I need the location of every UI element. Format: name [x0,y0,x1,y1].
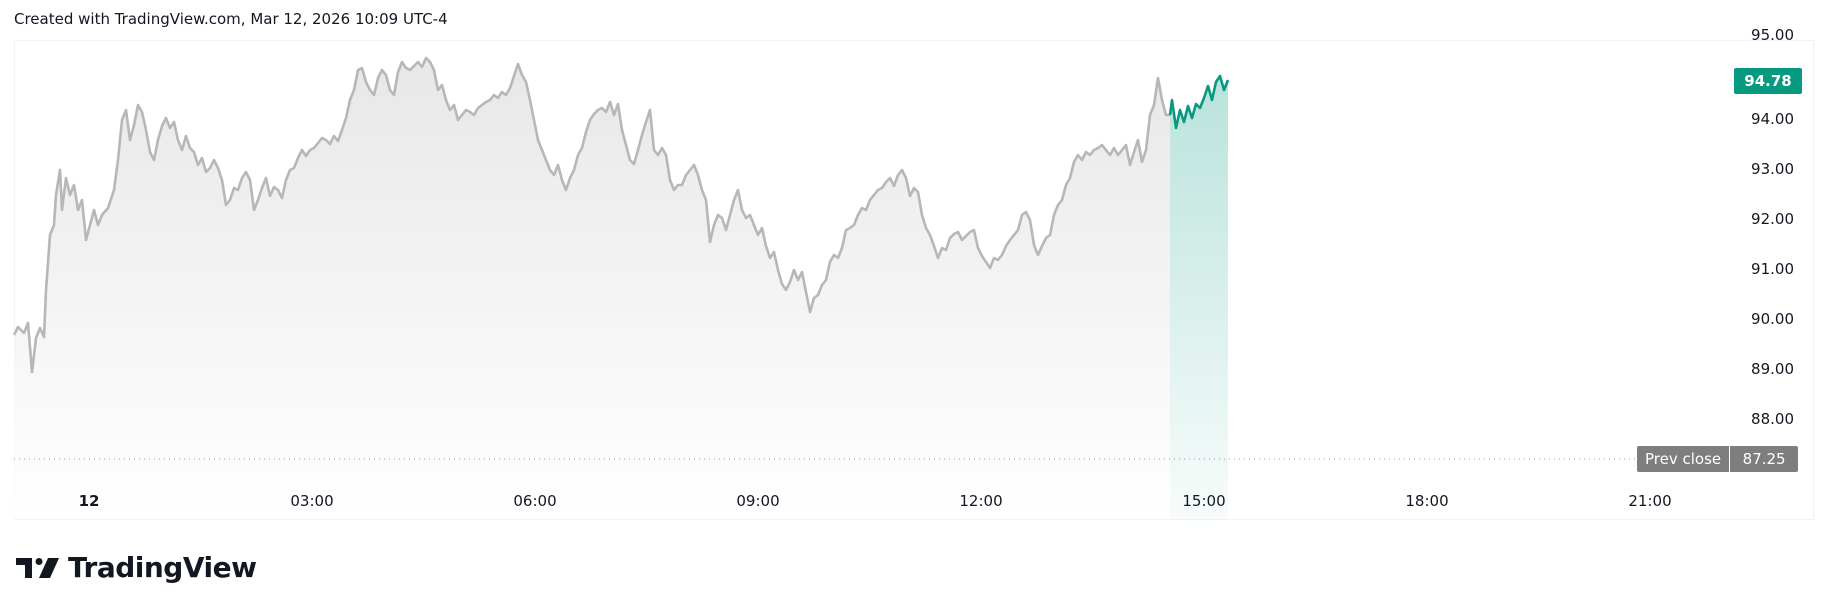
price-tick-94: 94.00 [1751,110,1794,128]
chart-header: Created with TradingView.com, Mar 12, 20… [14,10,448,28]
tradingview-logo-text: TradingView [68,551,257,584]
time-tick-0300: 03:00 [290,492,334,510]
time-tick-1800: 18:00 [1405,492,1449,510]
past-price-line [12,56,1170,374]
live-area-fill [1170,76,1228,519]
tradingview-logo[interactable]: TradingView [16,551,257,584]
prev-close-value: 87.25 [1730,446,1799,472]
time-tick-0900: 09:00 [736,492,780,510]
time-tick-1200: 12:00 [959,492,1003,510]
price-tick-90: 90.00 [1751,310,1794,328]
price-tick-92: 92.00 [1751,210,1794,228]
prev-close-name: Prev close [1637,446,1731,472]
price-tick-93: 93.00 [1751,160,1794,178]
last-price-label: 94.78 [1734,68,1802,94]
time-tick-day: 12 [78,492,100,510]
time-tick-0600: 06:00 [513,492,557,510]
tradingview-logo-icon [16,557,59,578]
prev-close-label: Prev close 87.25 [1637,446,1799,472]
chart-frame[interactable] [14,40,1814,520]
price-tick-88: 88.00 [1751,410,1794,428]
price-tick-89: 89.00 [1751,360,1794,378]
price-tick-91: 91.00 [1751,260,1794,278]
time-tick-1500: 15:00 [1182,492,1226,510]
live-price-line [1168,74,1230,130]
past-area-fill [14,58,1170,519]
price-tick-95: 95.00 [1751,26,1794,44]
time-tick-2100: 21:00 [1628,492,1672,510]
